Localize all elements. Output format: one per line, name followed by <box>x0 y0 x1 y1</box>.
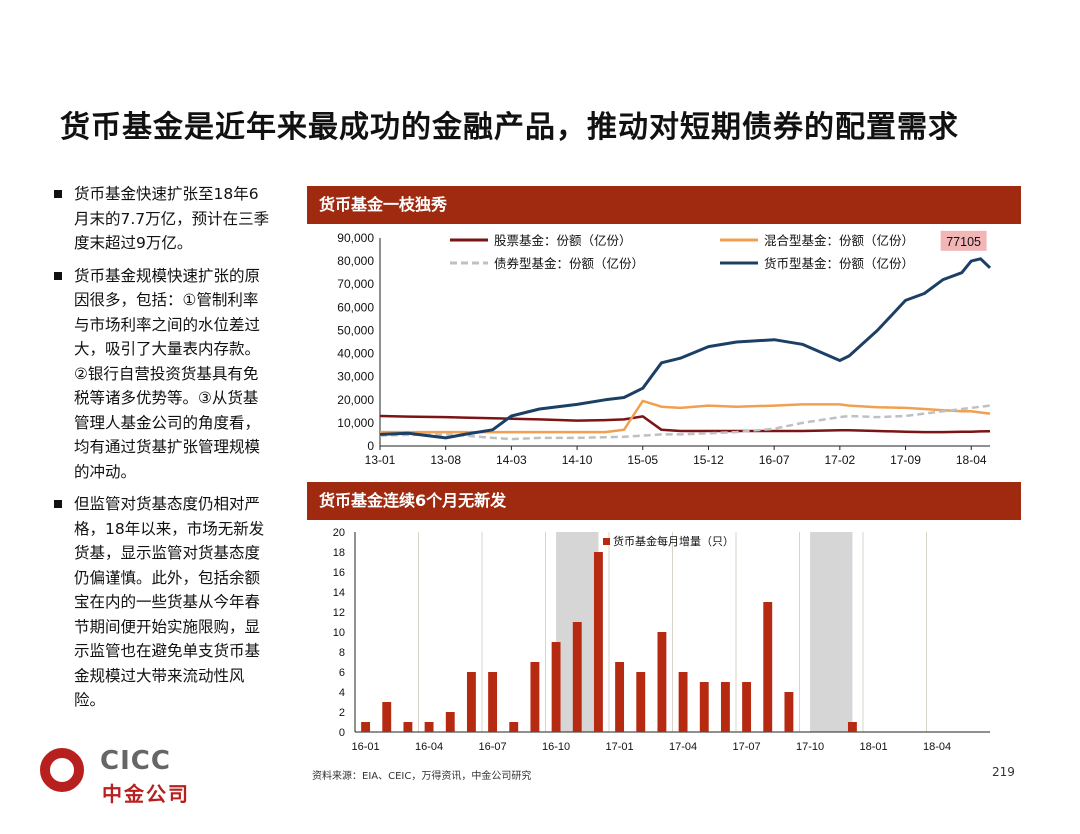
bar <box>361 722 371 732</box>
bar <box>572 622 582 732</box>
legend-swatch <box>603 538 610 545</box>
legend-label-stock: 股票基金：份额（亿份） <box>494 233 632 248</box>
line-chart-header: 货币基金一枝独秀 <box>307 186 1021 224</box>
bullet-item: 货币基金规模快速扩张的原因很多，包括：①管制利率与市场利率之间的水位差过大，吸引… <box>48 264 270 485</box>
y-tick-label: 10,000 <box>337 416 374 430</box>
y-tick-label: 2 <box>339 707 345 719</box>
y-tick-label: 90,000 <box>337 231 374 245</box>
bar <box>509 722 519 732</box>
bar <box>742 682 752 732</box>
y-tick-label: 20 <box>333 527 345 539</box>
bullet-item: 货币基金快速扩张至18年6月末的7.7万亿，预计在三季度末超过9万亿。 <box>48 182 270 256</box>
bar <box>488 672 498 732</box>
bar <box>763 602 773 732</box>
x-tick-label: 14-10 <box>562 453 593 467</box>
y-tick-label: 4 <box>339 687 345 699</box>
x-tick-label: 16-07 <box>759 453 790 467</box>
x-tick-label: 15-12 <box>693 453 724 467</box>
x-tick-label: 16-04 <box>415 741 443 753</box>
x-tick-label: 17-09 <box>890 453 921 467</box>
x-tick-label: 17-02 <box>824 453 855 467</box>
y-tick-label: 12 <box>333 607 345 619</box>
bar <box>445 712 455 732</box>
bar <box>720 682 730 732</box>
cicc-logo: CICC 中金公司 <box>40 746 210 806</box>
bar <box>551 642 561 732</box>
bullet-square-icon <box>54 500 62 508</box>
x-tick-label: 17-10 <box>796 741 824 753</box>
x-tick-label: 13-01 <box>365 453 396 467</box>
bar <box>657 632 667 732</box>
y-tick-label: 0 <box>367 439 374 453</box>
x-tick-label: 17-01 <box>606 741 634 753</box>
bullet-text: 货币基金规模快速扩张的原因很多，包括：①管制利率与市场利率之间的水位差过大，吸引… <box>74 266 261 481</box>
shaded-band <box>810 532 853 732</box>
x-tick-label: 15-05 <box>627 453 658 467</box>
y-tick-label: 14 <box>333 587 345 599</box>
bar <box>847 722 857 732</box>
callout-box <box>940 230 987 251</box>
slide-title: 货币基金是近年来最成功的金融产品，推动对短期债券的配置需求 <box>60 110 959 145</box>
bar <box>530 662 540 732</box>
y-tick-label: 8 <box>339 647 345 659</box>
y-tick-label: 50,000 <box>337 323 374 337</box>
x-tick-label: 16-01 <box>352 741 380 753</box>
bar <box>784 692 794 732</box>
legend-label-bond: 债券型基金：份额（亿份） <box>494 256 644 271</box>
callout-label: 77105 <box>946 235 981 249</box>
bar <box>593 552 603 732</box>
bar <box>466 672 476 732</box>
bar <box>615 662 625 732</box>
bullet-text: 货币基金快速扩张至18年6月末的7.7万亿，预计在三季度末超过9万亿。 <box>74 185 270 252</box>
bar <box>382 702 392 732</box>
legend-label-mixed: 混合型基金：份额（亿份） <box>764 233 914 248</box>
bullet-item: 但监管对货基态度仍相对严格，18年以来，市场无新发货基，显示监管对货基态度仍偏谨… <box>48 492 270 713</box>
page-number: 219 <box>992 765 1015 779</box>
line-chart: 90,000 80,000 70,000 60,000 50,000 40,000 30,0… <box>337 230 992 467</box>
logo-cn-text: 中金公司 <box>102 782 190 806</box>
y-tick-label: 40,000 <box>337 347 374 361</box>
x-tick-label: 16-10 <box>542 741 570 753</box>
series-line-mixed <box>380 399 991 434</box>
y-tick-label: 80,000 <box>337 254 374 268</box>
x-tick-label: 16-07 <box>479 741 507 753</box>
legend-label: 货币基金每月增量（只） <box>613 534 734 548</box>
bullet-list: 货币基金快速扩张至18年6月末的7.7万亿，预计在三季度末超过9万亿。 货币基金… <box>48 182 270 721</box>
y-tick-label: 70,000 <box>337 277 374 291</box>
x-tick-label: 13-08 <box>430 453 461 467</box>
legend-label-money: 货币型基金：份额（亿份） <box>764 256 914 271</box>
y-tick-label: 30,000 <box>337 370 374 384</box>
source-note: 资料来源：EIA、CEIC，万得资讯，中金公司研究 <box>312 771 532 782</box>
series-line-money <box>379 257 992 440</box>
y-tick-label: 18 <box>333 547 345 559</box>
y-tick-label: 10 <box>333 627 345 639</box>
bullet-square-icon <box>54 271 62 280</box>
x-tick-label: 18-04 <box>923 741 951 753</box>
bar <box>403 722 413 732</box>
bar <box>636 672 646 732</box>
x-tick-label: 17-07 <box>733 741 761 753</box>
x-tick-label: 18-01 <box>860 741 888 753</box>
x-tick-label: 14-03 <box>496 453 527 467</box>
bar <box>678 672 688 732</box>
series-line-stock <box>379 414 991 434</box>
logo-ring-icon <box>40 748 84 792</box>
y-tick-label: 0 <box>339 727 345 739</box>
bullet-text: 但监管对货基态度仍相对严格，18年以来，市场无新发货基，显示监管对货基态度仍偏谨… <box>74 495 265 709</box>
x-tick-label: 17-04 <box>669 741 697 753</box>
bullet-square-icon <box>54 190 62 198</box>
bar-chart-header: 货币基金连续6个月无新发 <box>307 482 1021 520</box>
logo-text: CICC <box>100 746 171 776</box>
y-tick-label: 16 <box>333 567 345 579</box>
y-tick-label: 20,000 <box>337 393 374 407</box>
bar <box>424 722 434 732</box>
y-tick-label: 6 <box>339 667 345 679</box>
y-tick-label: 60,000 <box>337 300 374 314</box>
bar <box>699 682 709 732</box>
x-tick-label: 18-04 <box>956 453 987 467</box>
